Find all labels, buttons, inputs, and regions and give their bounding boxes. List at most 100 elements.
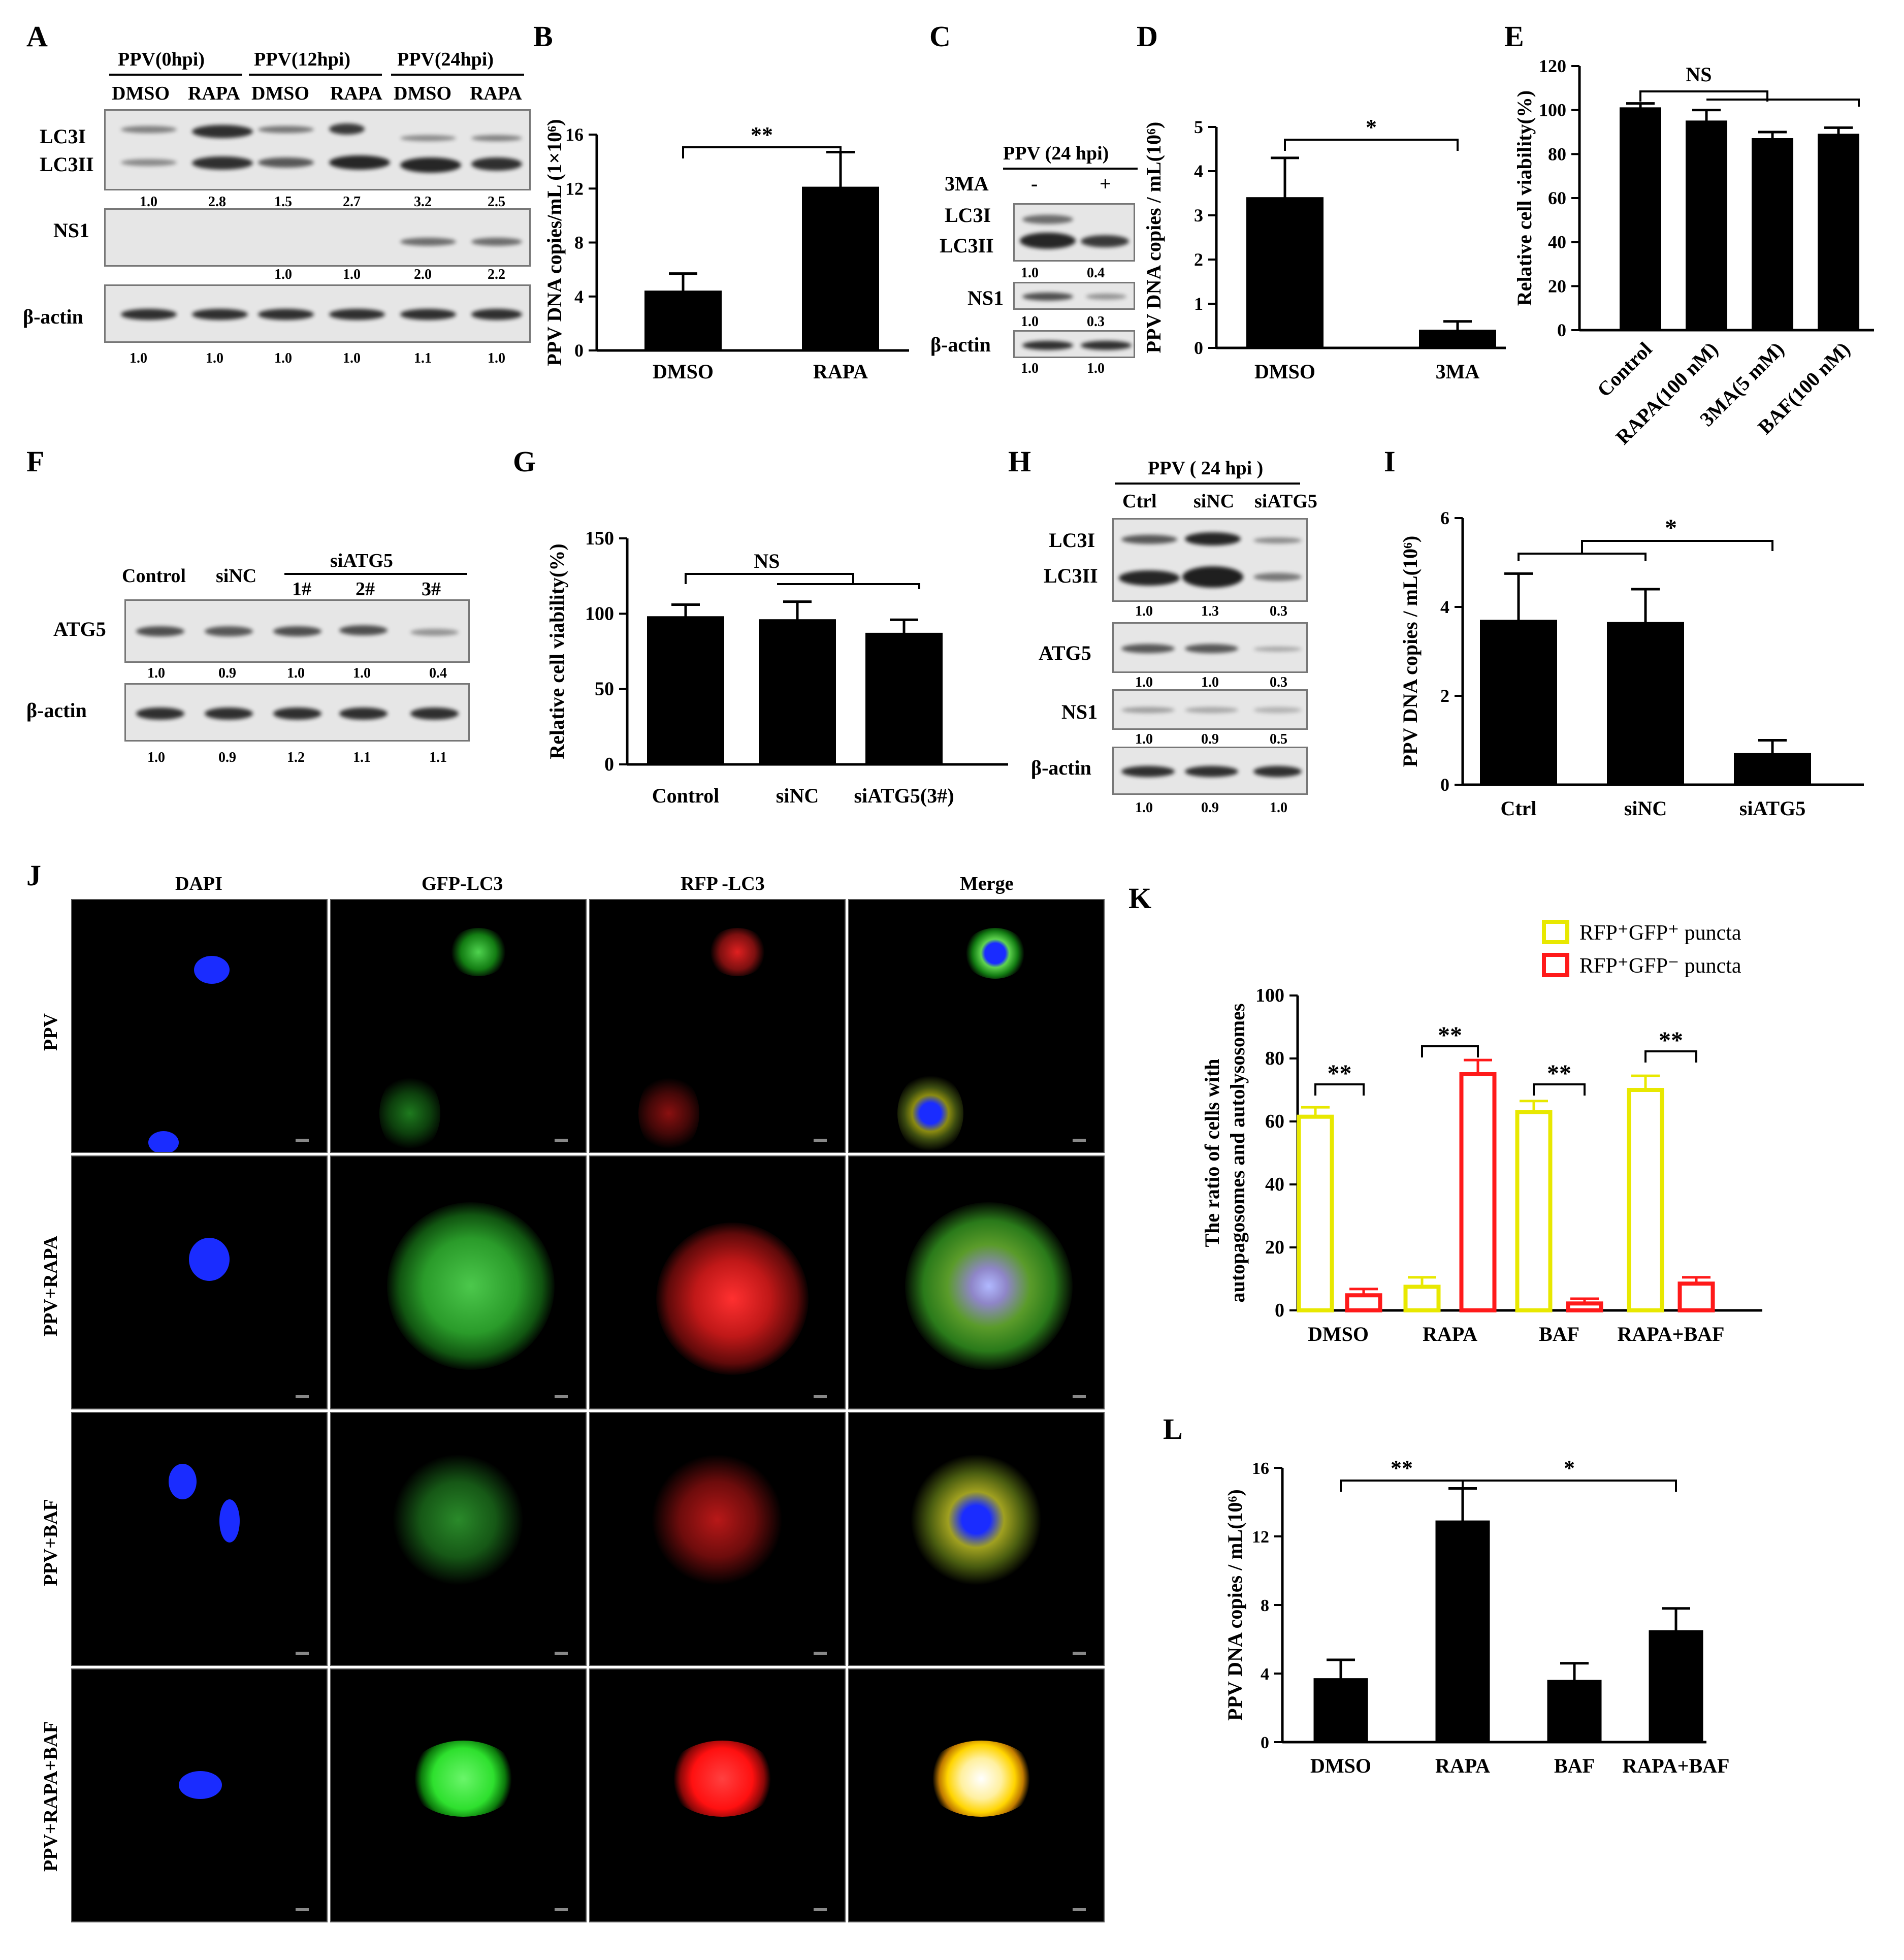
significance-bracket [1533,1083,1586,1096]
quant: 2.5 [488,194,505,210]
bar [1297,1114,1334,1312]
bar [1419,330,1496,349]
significance-bracket [685,573,854,584]
significance-bracket [777,583,920,589]
y-tick-label: 20 [1548,276,1566,296]
micro-image [330,1155,587,1409]
col-label: DAPI [175,873,222,894]
significance-bracket [1421,1045,1479,1057]
row-label: LC3II [940,234,994,257]
y-tick-label: 0 [1440,775,1449,795]
treat-label: 3MA [945,172,989,195]
ns1-blot [104,208,531,267]
bar [1818,134,1859,331]
treat-minus: - [1031,172,1038,195]
row-label: NS1 [53,219,90,242]
x-tick-label: DMSO [1254,360,1315,383]
group-label: PPV(12hpi) [254,49,350,70]
bar [1607,622,1684,785]
x-tick-label: DMSO [1310,1754,1371,1777]
micro-image [330,1668,587,1922]
y-tick-label: 0 [574,340,584,361]
row-label: β-actin [1031,756,1091,779]
ns1-blot [1112,689,1308,730]
legend-label: RFP⁺GFP⁺ puncta [1579,921,1741,945]
bar [1734,753,1811,785]
quant: 1.0 [1135,674,1153,690]
x-tick-label: siNC [1624,797,1667,820]
significance-label: * [1665,515,1677,541]
micro-image [589,1155,846,1409]
quant: 1.5 [274,194,292,210]
lc3-blot [1013,203,1135,262]
significance-label: ** [751,122,773,147]
x-tick-label: siATG5 [1739,797,1805,820]
x-tick-label: siATG5(3#) [854,784,954,807]
significance-label: * [1564,1456,1575,1481]
panel-label-c: C [929,20,951,53]
quant: 2.8 [208,194,226,210]
lane-label: 3# [422,579,441,600]
micro-image [330,1412,587,1666]
y-tick-label: 4 [574,286,584,307]
bar [644,291,722,351]
quant: 1.0 [274,350,292,366]
row-label: LC3II [40,153,94,176]
quant: 0.3 [1087,314,1105,330]
bar [865,632,943,765]
lane-label: DMSO [251,83,309,104]
col-label: GFP-LC3 [422,873,503,894]
significance-label: ** [1659,1027,1683,1054]
micro-image [71,1155,328,1409]
quant: 1.0 [147,750,165,765]
x-tick-label: BAF [1554,1754,1595,1777]
significance-label: ** [1438,1022,1462,1049]
lane-label: 2# [356,579,375,600]
chart-g: 0 50 100 150 Relative cell viability(%) Contr… [545,528,1008,807]
atg5-blot [1112,622,1308,673]
x-tick-label: RAPA [1423,1323,1477,1345]
chart-l: 0 4 8 12 16 PPV DNA copies / mL(10⁶) DMSO RAPA B… [1223,1456,1729,1777]
quant: 0.4 [429,665,447,681]
bar [1515,1110,1553,1312]
quant: 1.0 [147,665,165,681]
group-label: PPV(24hpi) [397,49,494,70]
lane-label: siNC [216,565,257,587]
quant: 1.1 [429,750,447,765]
y-tick-label: 60 [1548,188,1566,208]
micro-image [330,899,587,1153]
significance-bracket [1340,1480,1464,1492]
quant: 0.3 [1270,603,1287,619]
quant: 0.9 [218,750,236,765]
actin-blot [1013,330,1135,358]
y-tick-label: 0 [604,754,614,775]
y-tick-label: 4 [1194,161,1203,181]
x-tick-label: Control [1593,338,1657,402]
row-label: ATG5 [1039,641,1091,664]
bar [1547,1680,1602,1743]
treat-plus: + [1100,172,1111,195]
x-tick-label: 3MA [1436,360,1480,383]
panel-label-k: K [1128,882,1152,915]
micro-image [71,899,328,1153]
legend-swatch [1542,920,1569,944]
legend-label: RFP⁺GFP⁻ puncta [1579,954,1741,978]
y-tick-label: 40 [1265,1174,1284,1195]
panel-label-a: A [26,20,48,53]
y-axis-label: autopagosomes and autolysosomes [1226,1004,1249,1303]
atg5-blot [124,599,470,663]
y-tick-label: 120 [1539,56,1566,76]
bar [1627,1088,1664,1312]
group-label: siATG5 [330,550,393,571]
y-axis-label: PPV DNA copies/mL (1×10⁶) [543,119,566,366]
row-label: β-actin [930,333,991,356]
micro-image [589,899,846,1153]
y-tick-label: 12 [1252,1528,1269,1547]
y-tick-label: 80 [1548,144,1566,164]
legend-swatch [1542,953,1569,977]
quant: 0.9 [218,665,236,681]
y-tick-label: 16 [565,124,584,145]
